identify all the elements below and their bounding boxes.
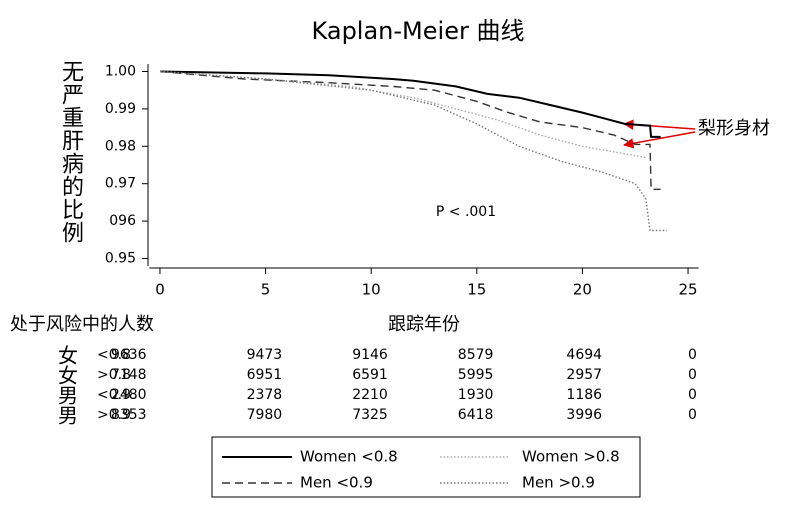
risk-count: 6418 xyxy=(458,407,494,423)
risk-count: 7980 xyxy=(247,407,283,423)
x-tick-label: 20 xyxy=(573,281,592,299)
group-label: 男 xyxy=(58,384,78,408)
risk-count: 1186 xyxy=(566,387,602,403)
group-label: 男 xyxy=(58,404,78,428)
risk-count: 0 xyxy=(688,387,697,403)
survival-curve xyxy=(159,70,661,191)
risk-count: 0 xyxy=(688,407,697,423)
risk-count: 3996 xyxy=(566,407,602,423)
y-tick-label: 0.95 xyxy=(105,251,136,267)
x-tick-label: 25 xyxy=(678,281,697,299)
risk-count: 1930 xyxy=(458,387,494,403)
row-label: >0.9 xyxy=(97,407,131,423)
x-tick-label: 0 xyxy=(155,281,165,299)
x-tick-label: 10 xyxy=(362,281,381,299)
legend-box xyxy=(211,436,641,498)
p-value: P < .001 xyxy=(436,204,496,220)
y-tick-label: 0.99 xyxy=(105,101,136,117)
y-tick-label: 0.98 xyxy=(105,138,136,154)
risk-count: 2210 xyxy=(352,387,388,403)
risk-count: 2957 xyxy=(566,367,602,383)
group-label: 女 xyxy=(58,344,78,368)
y-tick-label: 1.00 xyxy=(105,63,136,79)
survival-curve xyxy=(159,70,646,159)
risk-count: 5995 xyxy=(458,367,494,383)
risk-count: 9636 xyxy=(111,347,147,363)
y-tick-label: 0.97 xyxy=(105,176,136,192)
risk-count: 4694 xyxy=(566,347,602,363)
risk-count: 8579 xyxy=(458,347,494,363)
risk-count: 2378 xyxy=(247,387,283,403)
risk-count: 0 xyxy=(688,367,697,383)
risk-count: 8353 xyxy=(111,407,147,423)
annotation: 梨形身材 xyxy=(698,118,770,139)
y-tick-label: 096 xyxy=(109,213,136,229)
risk-table-title: 处于风险中的人数 xyxy=(10,314,154,335)
risk-count: 7148 xyxy=(111,367,147,383)
group-label: 女 xyxy=(58,364,78,388)
row-label: >0.8 xyxy=(97,367,131,383)
legend-label: Men <0.9 xyxy=(300,474,373,492)
x-axis-label: 跟踪年份 xyxy=(388,314,460,335)
x-tick-label: 15 xyxy=(467,281,486,299)
legend-label: Women <0.8 xyxy=(300,448,398,466)
x-tick-label: 5 xyxy=(261,281,271,299)
row-label: <0.9 xyxy=(97,387,131,403)
survival-curve xyxy=(159,70,661,138)
row-label: <0.8 xyxy=(97,347,131,363)
risk-count: 9473 xyxy=(247,347,283,363)
chart-title: Kaplan-Meier 曲线 xyxy=(312,17,525,45)
risk-count: 6591 xyxy=(352,367,388,383)
y-axis-label: 无严重肝病的比例 xyxy=(58,60,84,244)
risk-count: 2480 xyxy=(111,387,147,403)
annotation-arrow xyxy=(622,131,696,149)
risk-count: 7325 xyxy=(352,407,388,423)
risk-count: 0 xyxy=(688,347,697,363)
risk-count: 6951 xyxy=(247,367,283,383)
legend-label: Men >0.9 xyxy=(522,474,595,492)
risk-count: 9146 xyxy=(352,347,388,363)
survival-curve xyxy=(159,70,667,232)
legend-label: Women >0.8 xyxy=(522,448,620,466)
